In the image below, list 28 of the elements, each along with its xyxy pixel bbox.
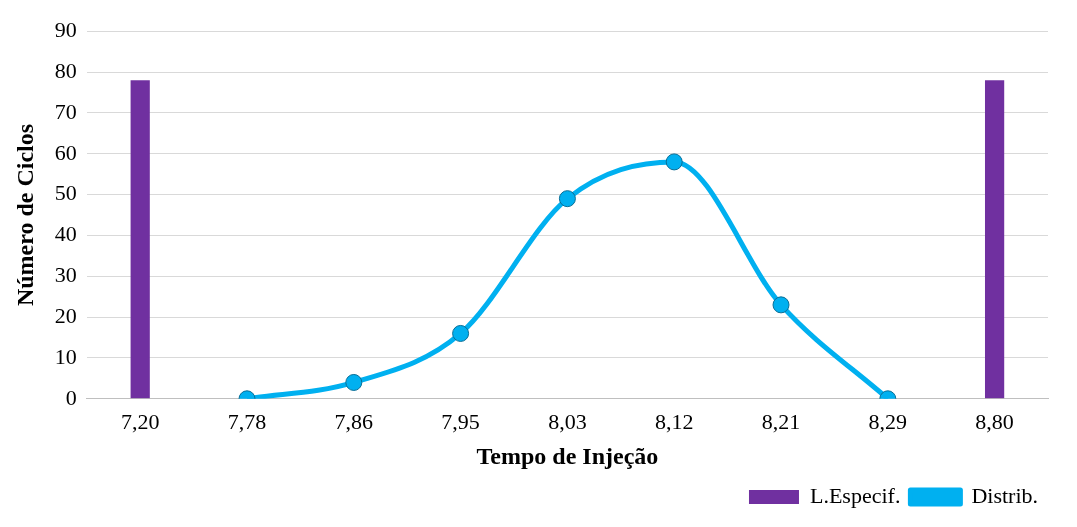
x-tick-label: 7,20 — [120, 408, 160, 434]
point — [558, 190, 576, 208]
x-axis-title: Tempo de Injeção — [476, 442, 659, 469]
point — [452, 324, 470, 342]
point — [772, 296, 790, 314]
y-tick-label: 0 — [65, 384, 77, 410]
y-tick-label: 30 — [54, 262, 77, 288]
x-tick-label: 7,95 — [441, 408, 480, 434]
x-tick-label: 7,86 — [334, 408, 374, 434]
x-tick-label: 8,03 — [548, 408, 587, 434]
y-tick-label: 60 — [54, 139, 77, 165]
point — [665, 153, 683, 171]
point — [345, 373, 363, 391]
y-tick-label: 90 — [54, 16, 77, 42]
x-tick-label: 8,29 — [868, 408, 908, 434]
x-tick-label: 8,21 — [761, 408, 801, 434]
y-axis-title: Número de Ciclos — [11, 123, 38, 307]
x-tick-label: 8,12 — [654, 408, 694, 434]
legend-label: Distrib. — [971, 482, 1039, 508]
y-tick-label: 80 — [54, 57, 77, 83]
y-tick-label: 70 — [54, 98, 77, 124]
y-tick-label: 50 — [54, 180, 77, 206]
x-tick-label: 7,78 — [227, 408, 267, 434]
y-tick-label: 40 — [54, 221, 77, 247]
y-tick-label: 20 — [54, 302, 77, 328]
x-tick-label: 8,80 — [975, 408, 1014, 434]
y-tick-label: 10 — [54, 343, 77, 369]
legend-label: L.Especif. — [809, 482, 901, 508]
